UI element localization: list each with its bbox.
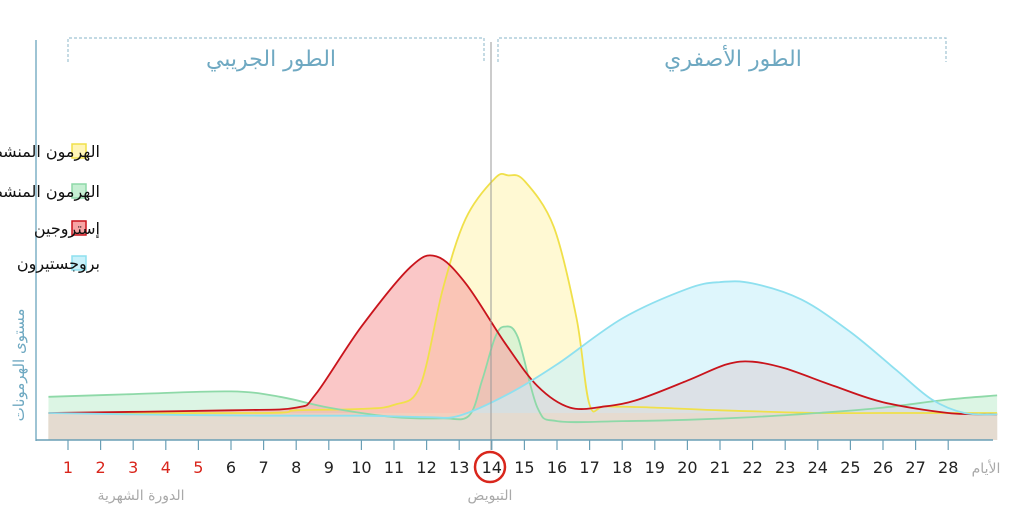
x-tick-label: 14 bbox=[482, 458, 502, 477]
x-tick-label: 22 bbox=[742, 458, 762, 477]
x-tick-label: 21 bbox=[710, 458, 730, 477]
x-tick-label: 23 bbox=[775, 458, 795, 477]
x-tick-label: 3 bbox=[128, 458, 138, 477]
luteal-phase-title: الطور الأصفري bbox=[664, 45, 802, 72]
x-tick-label: 8 bbox=[291, 458, 301, 477]
ovulation-day-marker bbox=[473, 450, 507, 484]
x-tick-label: 1 bbox=[63, 458, 73, 477]
legend-swatch-estrogen bbox=[71, 220, 87, 236]
x-tick-label: 7 bbox=[259, 458, 269, 477]
x-tick-label: 4 bbox=[161, 458, 171, 477]
x-tick-label: 17 bbox=[579, 458, 599, 477]
legend-label-estrogen: إستروجين bbox=[34, 219, 100, 239]
x-axis-ticks: 1 2 3 4 5 6 7 8 9 10 11 12 13 14 15 16 17 18 19 20 21 22 23 24 2… bbox=[63, 440, 958, 477]
legend-swatch-lh bbox=[71, 143, 87, 159]
x-tick-label: 25 bbox=[840, 458, 860, 477]
legend-label-fsh: الهرمون المنشط للحوصلة bbox=[0, 182, 100, 202]
x-axis-label: الأيام bbox=[972, 459, 1001, 477]
legend-swatch-progesterone bbox=[71, 255, 87, 271]
x-tick-label: 11 bbox=[384, 458, 404, 477]
x-tick-label: 13 bbox=[449, 458, 469, 477]
series-line-fsh bbox=[48, 325, 998, 424]
legend: الهرمون المنشط للجسم الأصفر الهرمون المنش… bbox=[0, 141, 100, 274]
series-line-progesterone bbox=[48, 280, 998, 419]
follicular-phase-bracket bbox=[67, 37, 485, 62]
x-tick-label: 28 bbox=[938, 458, 958, 477]
x-tick-label: 6 bbox=[226, 458, 236, 477]
menstruation-label: الدورة الشهرية bbox=[97, 488, 184, 504]
y-axis-label: مستوى الهرمونات bbox=[10, 309, 28, 422]
x-tick-label: 24 bbox=[808, 458, 828, 477]
legend-swatch-fsh bbox=[71, 183, 87, 199]
baseline-overlap-area bbox=[48, 413, 998, 440]
x-tick-label: 27 bbox=[905, 458, 925, 477]
x-tick-label: 18 bbox=[612, 458, 632, 477]
series-line-estrogen bbox=[48, 254, 998, 416]
legend-label-lh: الهرمون المنشط للجسم الأصفر bbox=[0, 141, 100, 162]
series-area-progesterone bbox=[48, 281, 998, 440]
plot-area bbox=[48, 172, 998, 441]
x-tick-label: 12 bbox=[416, 458, 436, 477]
x-tick-label: 2 bbox=[96, 458, 106, 477]
follicular-phase-title: الطور الجريبي bbox=[206, 47, 336, 72]
x-tick-label: 15 bbox=[514, 458, 534, 477]
x-tick-label: 19 bbox=[645, 458, 665, 477]
x-tick-label: 5 bbox=[193, 458, 203, 477]
x-tick-label: 20 bbox=[677, 458, 697, 477]
x-tick-label: 10 bbox=[351, 458, 371, 477]
series-area-lh bbox=[48, 173, 998, 441]
x-tick-label: 16 bbox=[547, 458, 567, 477]
luteal-phase-bracket bbox=[497, 37, 947, 62]
ovulation-label: التبويض bbox=[468, 488, 513, 504]
legend-label-progesterone: بروجستيرون bbox=[17, 254, 100, 274]
x-tick-label: 26 bbox=[873, 458, 893, 477]
x-tick-label: 9 bbox=[324, 458, 334, 477]
